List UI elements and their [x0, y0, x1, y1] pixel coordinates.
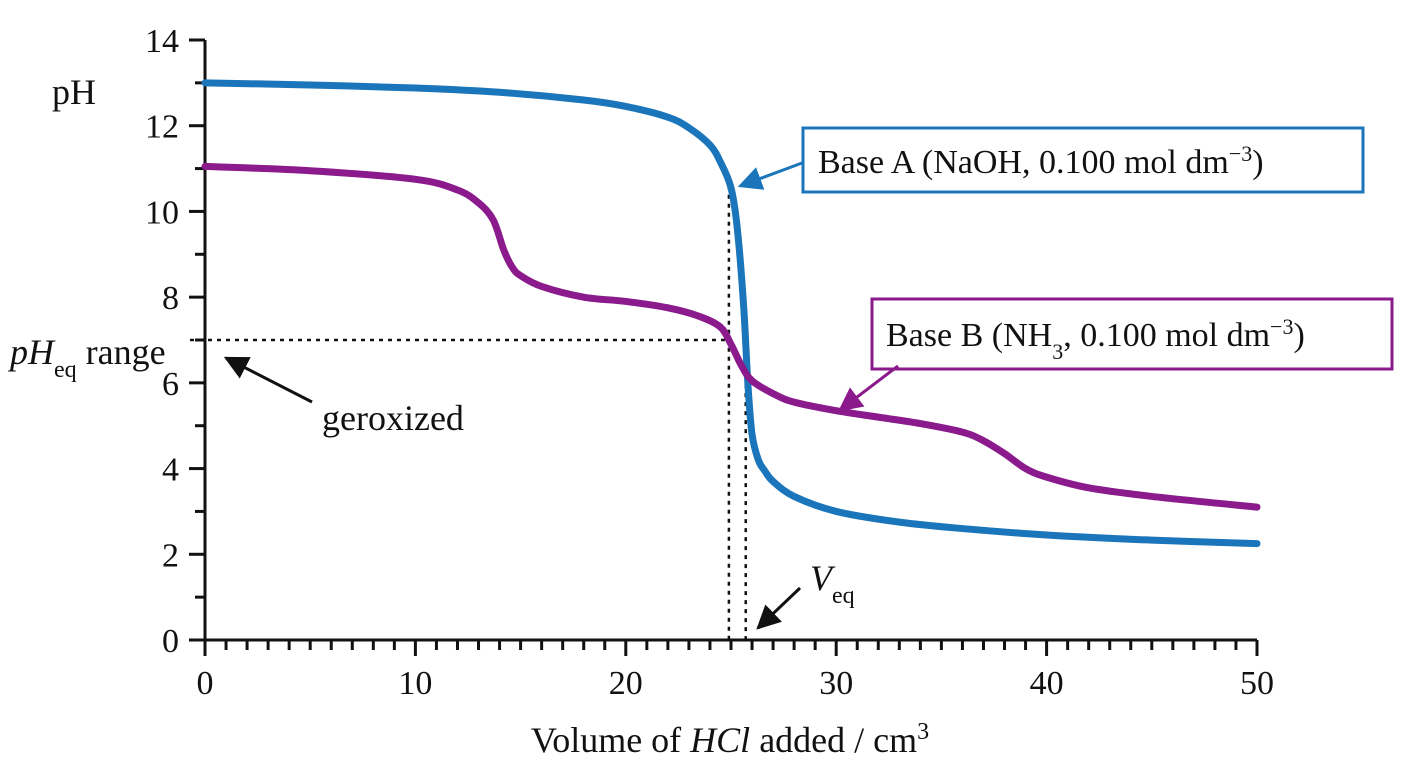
pheq-range-label: pHeq range [7, 332, 166, 383]
legend-label-base-b: Base B (NH3, 0.100 mol dm−3) [838, 297, 1394, 412]
y-tick-label: 0 [162, 623, 179, 660]
geroxized-label: geroxized [322, 398, 464, 438]
y-tick-label: 10 [145, 194, 179, 231]
veq-label: Veq [810, 558, 855, 609]
series-line-base-a [201, 79, 1261, 548]
y-axis-title: pH [52, 72, 96, 112]
x-axis-title: Volume of HCl added / cm3 [531, 719, 929, 760]
label-box-base-b [870, 297, 1394, 371]
arrow-to-pheq [223, 356, 313, 404]
arrow-to-base-b-curve [838, 364, 899, 412]
guide-lines [190, 185, 747, 640]
arrow-to-base-a-curve [737, 161, 803, 190]
x-axis-ticks: 0 10 20 30 40 50 [197, 640, 1274, 702]
x-tick-label: 40 [1030, 665, 1064, 702]
y-tick-label: 12 [145, 109, 179, 146]
legend-label-base-a: Base A (NaOH, 0.100 mol dm−3) [737, 126, 1365, 194]
series-line-base-b [201, 162, 1261, 511]
label-box-base-a [801, 126, 1365, 194]
label-text-base-a: Base A (NaOH, 0.100 mol dm−3) [818, 141, 1264, 182]
x-tick-label: 30 [819, 665, 853, 702]
y-tick-label: 4 [162, 452, 179, 489]
y-tick-label: 2 [162, 537, 179, 574]
y-tick-label: 8 [162, 280, 179, 317]
x-tick-label: 50 [1240, 665, 1274, 702]
label-text-base-b: Base B (NH3, 0.100 mol dm−3) [886, 314, 1305, 364]
x-tick-label: 20 [609, 665, 643, 702]
y-tick-label: 6 [162, 366, 179, 403]
y-axis-ticks: 0 2 4 6 8 10 12 14 [145, 23, 205, 660]
arrow-to-veq [756, 586, 802, 630]
axes: 0 10 20 30 40 50 0 2 4 6 8 10 12 14 [145, 23, 1274, 702]
x-tick-label: 0 [197, 665, 214, 702]
x-tick-label: 10 [398, 665, 432, 702]
y-tick-label: 14 [145, 23, 179, 60]
